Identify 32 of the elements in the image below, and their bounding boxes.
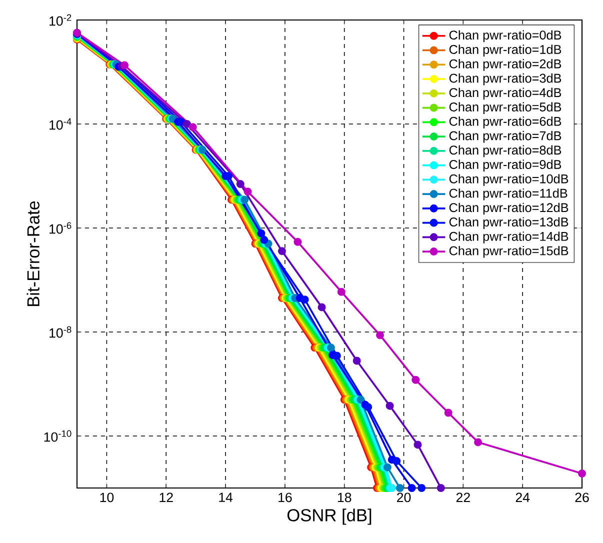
y-tick-label: 10$^{-4}$: [50, 118, 72, 130]
y-axis-title: Bit-Error-Rate: [26, 201, 40, 306]
legend-label: Chan pwr-ratio=6dB: [449, 116, 562, 128]
legend-label: Chan pwr-ratio=11dB: [449, 188, 568, 200]
legend-label: Chan pwr-ratio=5dB: [449, 102, 562, 114]
legend-label: Chan pwr-ratio=0dB: [449, 30, 562, 42]
legend-label: Chan pwr-ratio=9dB: [449, 160, 562, 172]
legend-label: Chan pwr-ratio=10dB: [449, 174, 568, 186]
legend-label: Chan pwr-ratio=12dB: [449, 202, 568, 215]
x-axis-title: OSNR [dB]: [287, 508, 372, 525]
x-tick-label: 16: [278, 492, 292, 502]
y-tick-label: 10$^{-8}$: [50, 326, 72, 338]
legend-label: Chan pwr-ratio=1dB: [449, 44, 562, 56]
x-tick-label: 18: [338, 492, 352, 502]
x-tick-label: 10: [100, 492, 114, 502]
x-tick-label: 22: [456, 492, 470, 502]
x-tick-label: 24: [516, 492, 530, 502]
x-tick-label: 26: [575, 492, 589, 502]
legend-label: Chan pwr-ratio=8dB: [449, 145, 562, 158]
x-tick-label: 14: [219, 492, 233, 502]
y-tick-label: 10$^{-2}$: [50, 14, 72, 26]
legend-label: Chan pwr-ratio=4dB: [449, 88, 562, 100]
x-tick-label: 12: [160, 492, 173, 502]
legend-label: Chan pwr-ratio=14dB: [449, 232, 568, 244]
y-tick-label: 10$^{-6}$: [50, 222, 72, 234]
legend-label: Chan pwr-ratio=15dB: [449, 246, 568, 258]
legend-label: Chan pwr-ratio=7dB: [449, 130, 562, 143]
legend-label: Chan pwr-ratio=2dB: [449, 59, 562, 71]
legend-label: Chan pwr-ratio=13dB: [449, 217, 568, 230]
x-tick-label: 20: [397, 492, 411, 502]
y-tick-label: 10$^{-10}$: [44, 430, 72, 442]
legend-label: Chan pwr-ratio=3dB: [449, 73, 562, 86]
